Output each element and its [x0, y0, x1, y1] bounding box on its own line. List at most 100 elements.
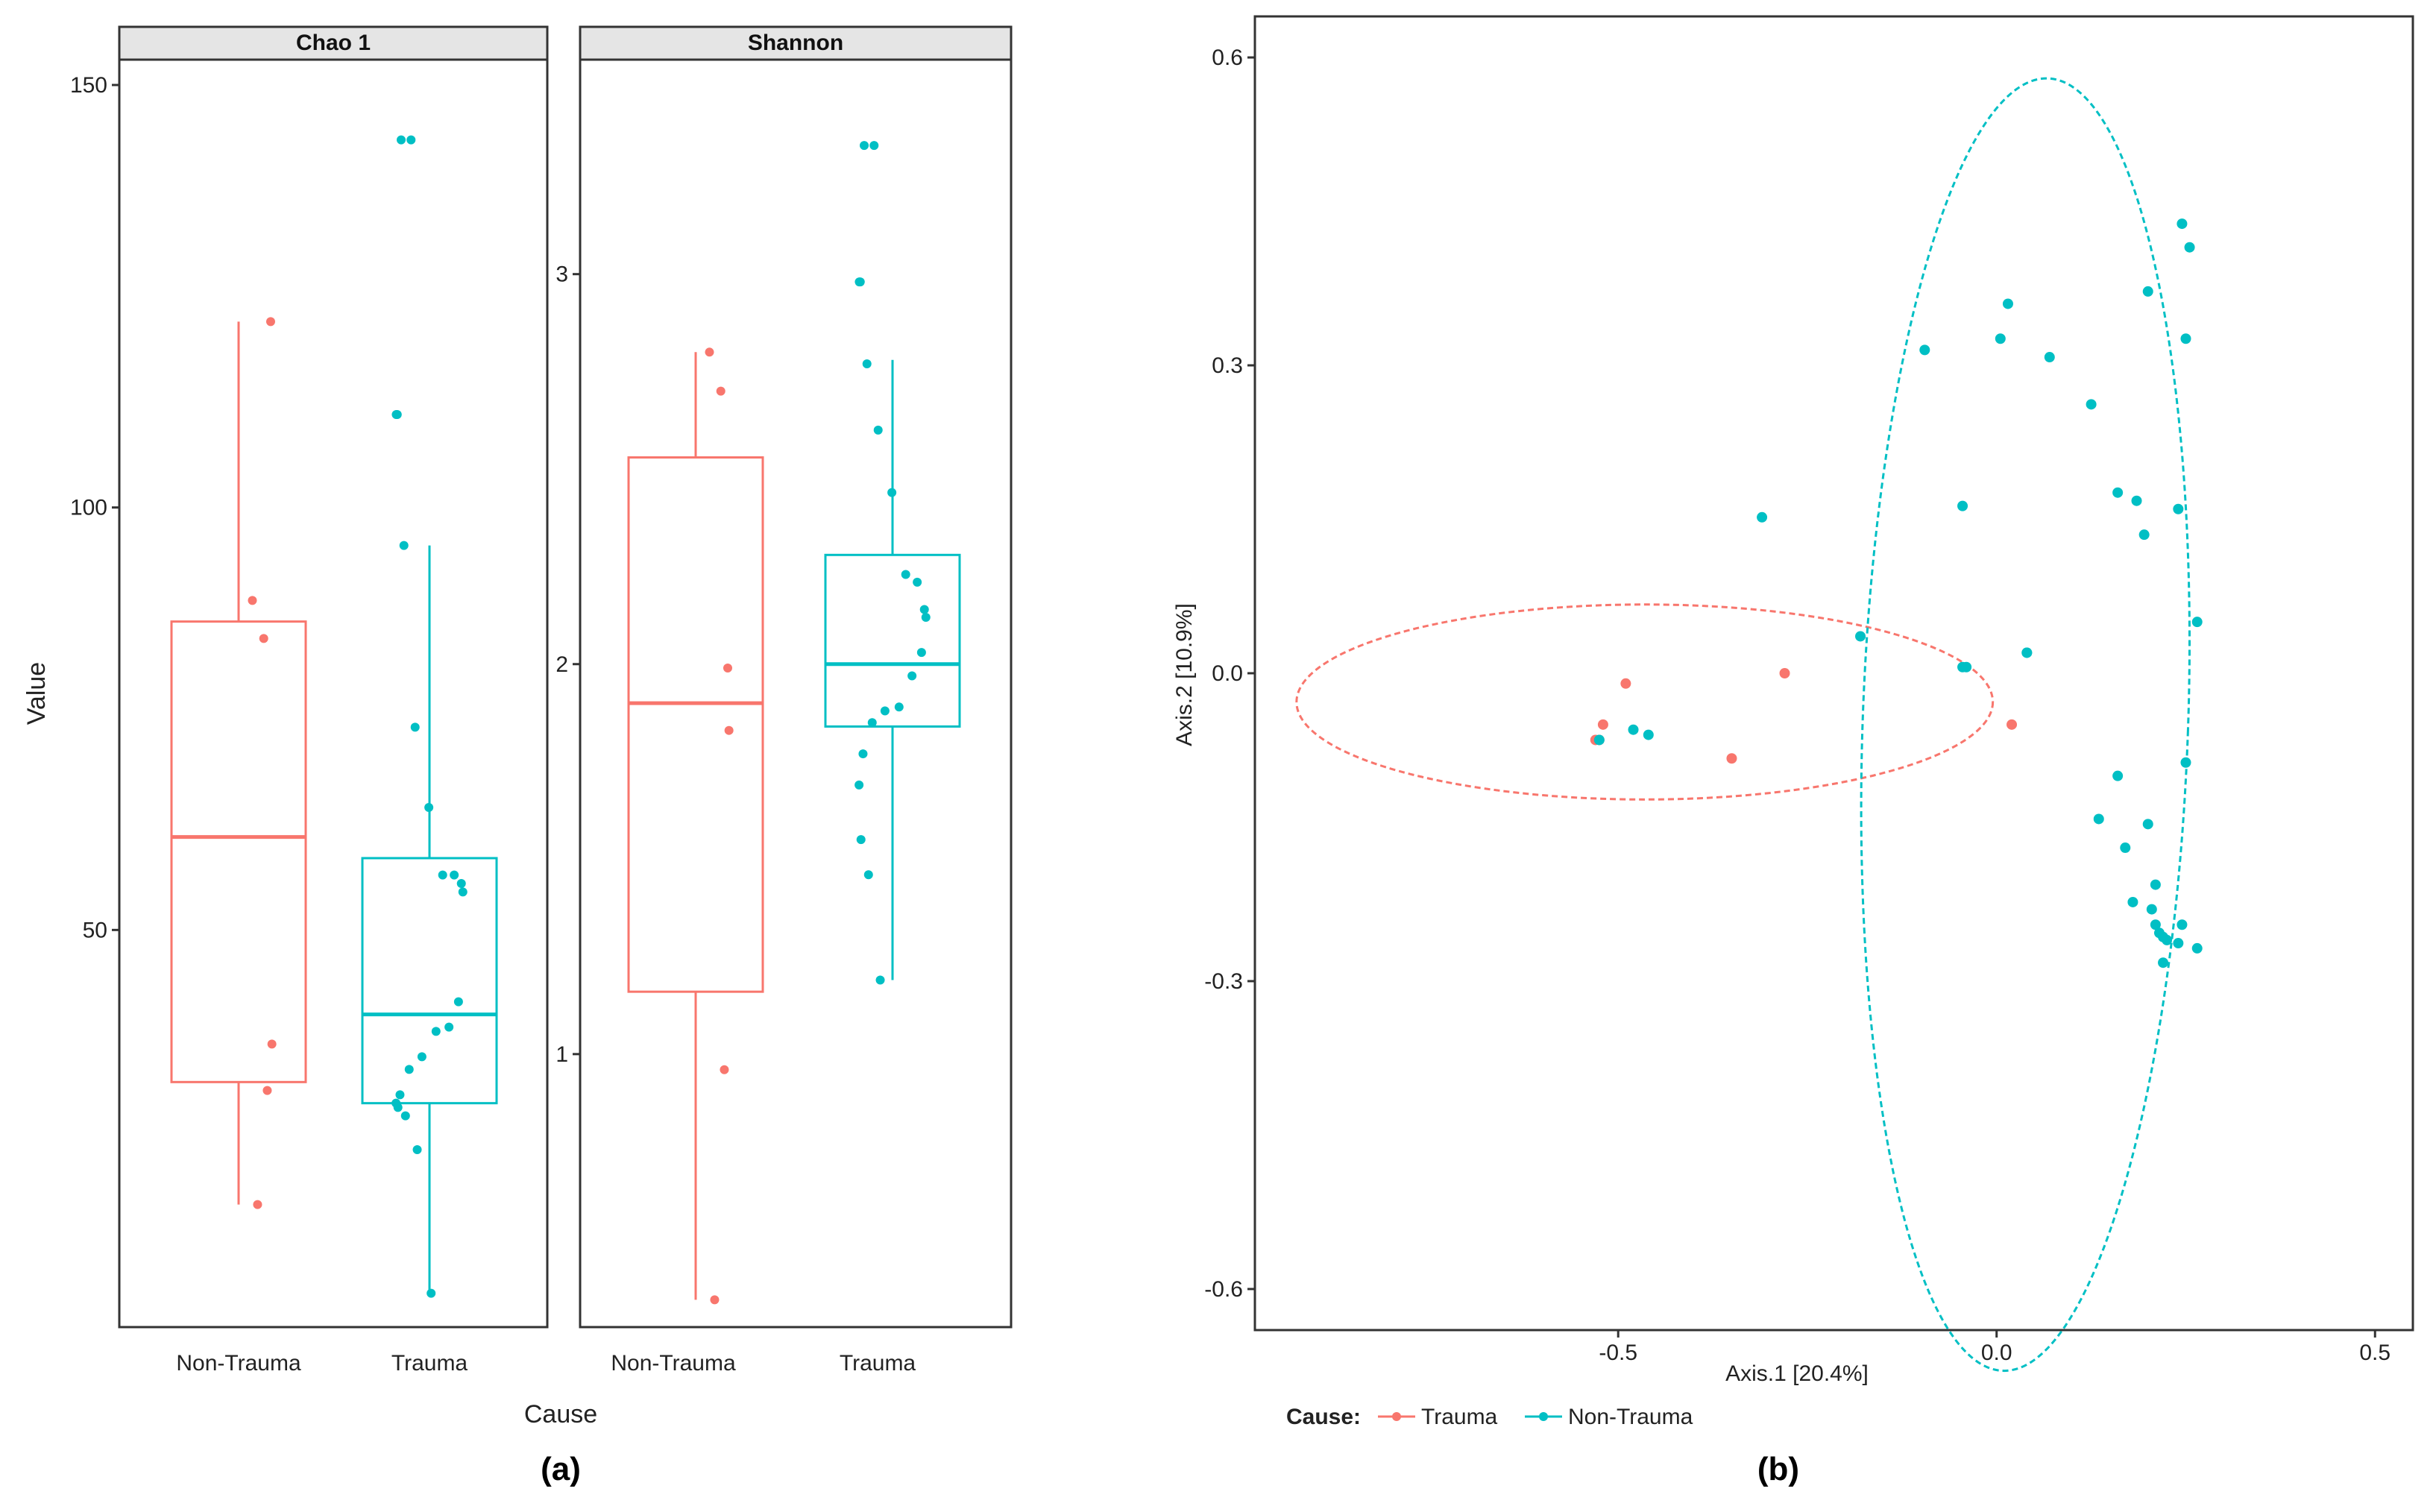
data-point [458, 887, 468, 897]
data-point [406, 135, 416, 145]
data-point [869, 141, 879, 151]
shannon-panel: Shannon 1 2 3 Non-Trauma Trauma [555, 25, 1013, 1376]
data-point [259, 634, 268, 643]
scatter-point [1643, 729, 1654, 740]
legend-trauma-label: Trauma [1421, 1405, 1498, 1429]
data-point [860, 141, 869, 151]
chao1-frame [118, 58, 549, 1329]
box [627, 456, 764, 993]
chao1-xtick-non-trauma: Non-Trauma [176, 1351, 301, 1376]
scatter-point [2131, 495, 2142, 506]
data-point [887, 488, 897, 497]
scatter-point [2180, 333, 2191, 344]
scatter-point [2158, 957, 2169, 968]
data-point [431, 1027, 441, 1036]
data-point [392, 410, 402, 419]
data-point [417, 1052, 427, 1062]
y-tick-label: 50 [83, 918, 107, 942]
data-point [716, 386, 726, 396]
scatter-point [1779, 668, 1790, 678]
scatter-point [1726, 753, 1737, 764]
data-point [253, 1200, 262, 1209]
data-point [724, 725, 734, 735]
data-point [453, 997, 463, 1007]
data-point [862, 359, 872, 368]
scatter-point [2173, 938, 2184, 949]
box [361, 857, 498, 1105]
data-point [248, 596, 257, 605]
scatter-point [2086, 399, 2097, 410]
y-tick-label: -0.6 [1204, 1277, 1243, 1302]
chao1-marks [170, 135, 498, 1298]
y-tick-label: 0.3 [1212, 353, 1243, 378]
scatter-point [2002, 298, 2013, 309]
shannon-strip [579, 25, 1013, 61]
scatter-point [2127, 896, 2138, 907]
confidence-ellipse [1860, 77, 2191, 1373]
scatter-point [2177, 919, 2188, 930]
data-point [399, 541, 409, 550]
legend-trauma-dot [1392, 1412, 1401, 1421]
data-point [456, 879, 466, 888]
panel-label-b: (b) [1757, 1451, 1799, 1487]
data-point [424, 803, 434, 812]
scatter-point [2006, 719, 2018, 730]
scatter-point [1919, 344, 1930, 356]
y-tick-label: 1 [555, 1042, 568, 1067]
shannon-xtick-non-trauma: Non-Trauma [611, 1351, 736, 1376]
scatter-point [1957, 500, 1968, 511]
data-point [397, 135, 406, 145]
y-tick-label: 100 [70, 496, 107, 520]
scatter-point [2177, 218, 2188, 230]
pcoa-ellipses [1295, 77, 2191, 1373]
data-point [875, 975, 885, 985]
chao1-strip [118, 25, 549, 61]
pcoa-legend: Cause: Trauma Non-Trauma [1286, 1405, 1693, 1429]
data-point [400, 1111, 410, 1121]
data-point [901, 570, 910, 579]
scatter-point [1757, 511, 1768, 523]
box [170, 620, 307, 1083]
data-point [262, 1086, 272, 1095]
scatter-point [2044, 352, 2055, 363]
data-point [427, 1288, 436, 1298]
data-point [880, 706, 890, 716]
data-point [863, 870, 873, 880]
y-tick-label: 0.0 [1212, 661, 1243, 686]
scatter-point [2112, 487, 2124, 498]
y-axis-title-value: Value [22, 662, 51, 725]
data-point [867, 718, 877, 728]
data-point [705, 347, 714, 357]
pcoa-frame [1253, 15, 2414, 1332]
legend-non-trauma-label: Non-Trauma [1568, 1405, 1693, 1429]
data-point [265, 317, 275, 327]
y-tick-label: 2 [555, 652, 568, 677]
data-point [710, 1295, 720, 1305]
scatter-point [1620, 678, 1631, 689]
scatter-point [2142, 819, 2153, 830]
data-point [410, 722, 420, 732]
y-tick-label: 3 [555, 262, 568, 287]
data-point [720, 1065, 729, 1074]
legend-non-trauma-dot [1539, 1412, 1548, 1421]
x-axis-title-cause: Cause [524, 1400, 597, 1428]
x-tick-label: -0.5 [1599, 1341, 1637, 1365]
scatter-point [2191, 617, 2203, 628]
chao1-y-ticks: 50 100 150 [70, 73, 119, 942]
scatter-point [1855, 631, 1866, 642]
scatter-point [2162, 934, 2173, 945]
scatter-point [2184, 242, 2195, 253]
data-point [444, 1022, 454, 1032]
data-point [873, 425, 883, 435]
pcoa-y-axis-title: Axis.2 [10.9%] [1172, 603, 1197, 746]
pcoa-x-axis-title: Axis.1 [20.4%] [1725, 1361, 1869, 1386]
shannon-xtick-trauma: Trauma [840, 1351, 916, 1376]
data-point [404, 1065, 414, 1074]
box [824, 553, 961, 728]
data-point [395, 1090, 405, 1100]
scatter-point [2021, 647, 2033, 658]
scatter-point [1628, 724, 1639, 735]
scatter-point [2120, 842, 2131, 854]
scatter-point [2138, 529, 2150, 541]
